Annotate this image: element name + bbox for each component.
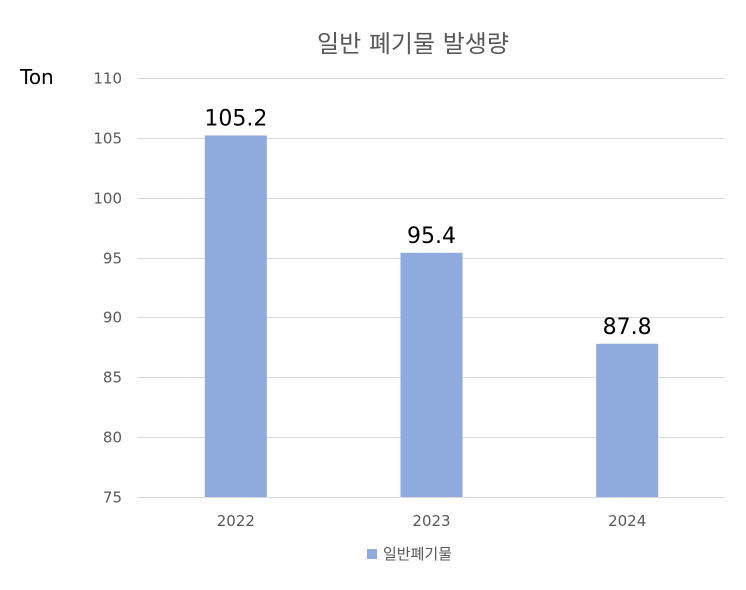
data-label: 105.2 [204, 106, 267, 131]
y-tick-label: 90 [103, 309, 122, 327]
chart-title: 일반 폐기물 발생량 [317, 30, 509, 58]
data-label: 95.4 [407, 224, 456, 249]
legend: 일반폐기물 [367, 545, 452, 563]
bars: 105.2 95.4 87.8 [204, 106, 659, 497]
y-tick-label: 95 [103, 250, 122, 268]
legend-swatch [367, 549, 377, 559]
y-tick-label: 85 [103, 369, 122, 387]
y-tick-label: 100 [93, 190, 122, 208]
bar [204, 135, 267, 497]
y-tick-label: 110 [93, 70, 122, 88]
x-tick-label: 2023 [412, 512, 450, 530]
y-tick-label: 105 [93, 130, 122, 148]
y-axis-unit-label: Ton [19, 65, 54, 89]
bar [400, 252, 463, 497]
x-axis-ticks: 2022 2023 2024 [217, 512, 647, 530]
y-tick-label: 75 [103, 489, 122, 507]
x-tick-label: 2022 [217, 512, 255, 530]
y-axis-ticks: 75 80 85 90 95 100 105 110 [93, 70, 122, 507]
x-tick-label: 2024 [608, 512, 646, 530]
y-tick-label: 80 [103, 429, 122, 447]
legend-label: 일반폐기물 [383, 545, 452, 563]
data-label: 87.8 [603, 315, 652, 340]
bar [596, 343, 659, 497]
